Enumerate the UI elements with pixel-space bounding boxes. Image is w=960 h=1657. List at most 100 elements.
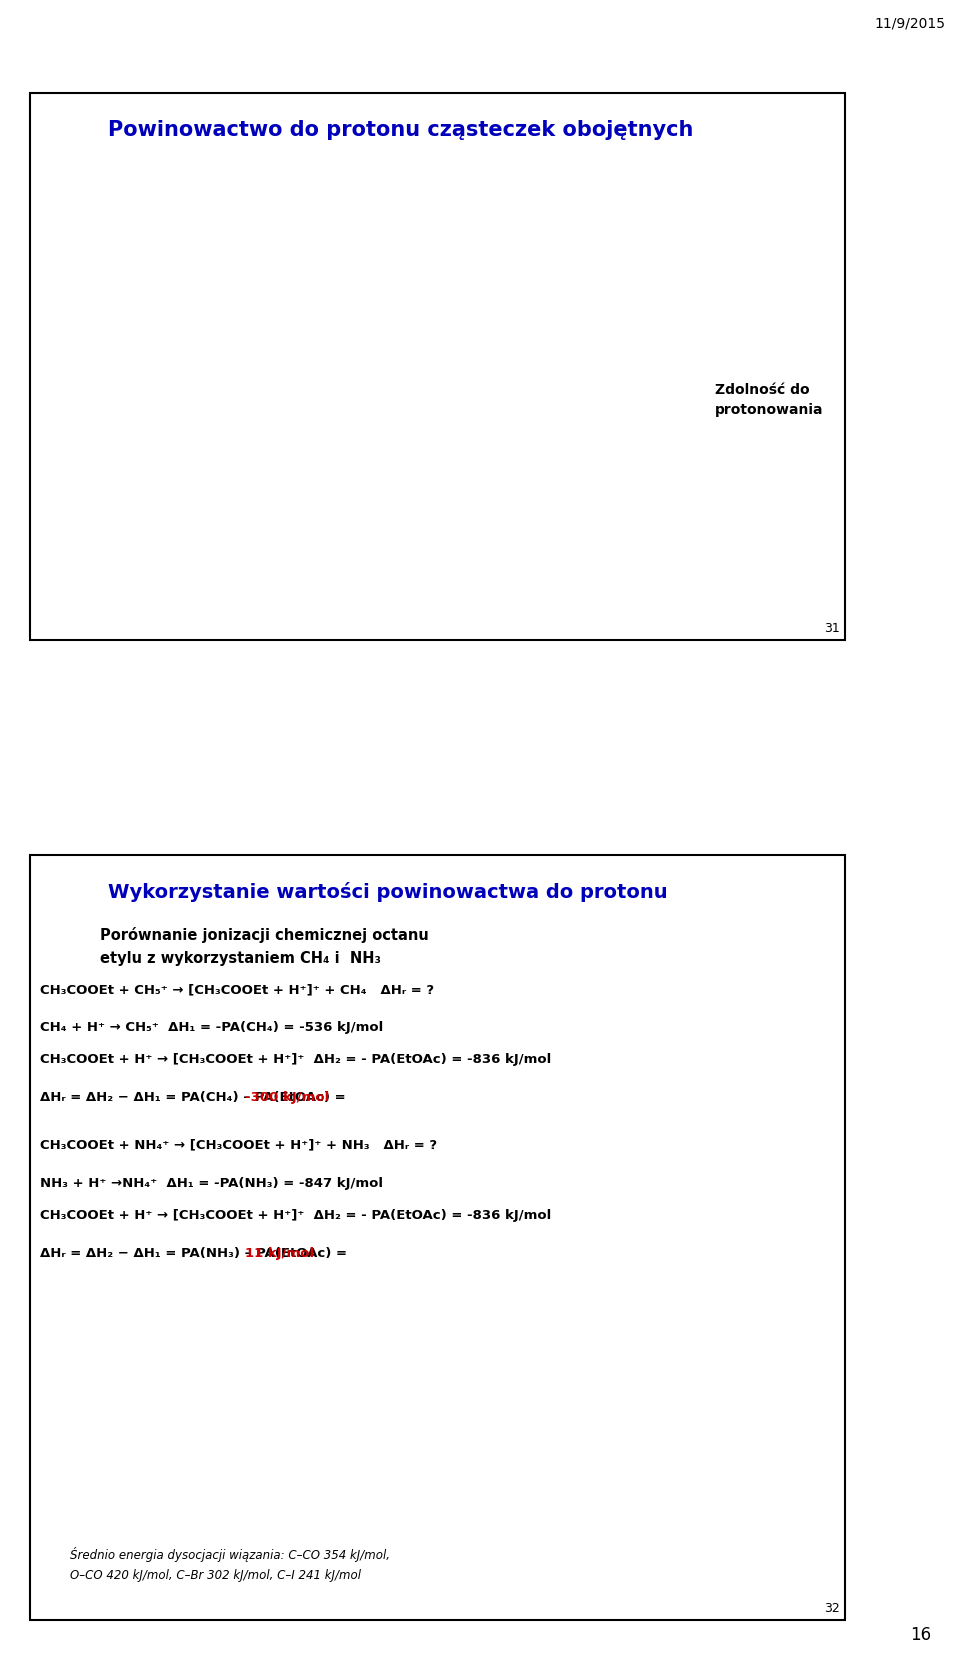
Text: etylu z wykorzystaniem CH₄ i  NH₃: etylu z wykorzystaniem CH₄ i NH₃ xyxy=(100,951,381,966)
Text: 536: 536 xyxy=(556,313,585,326)
Bar xyxy=(620,1223,840,1249)
Text: 847: 847 xyxy=(789,1231,811,1241)
Text: 423: 423 xyxy=(556,277,585,290)
Ellipse shape xyxy=(59,877,75,885)
Text: C₂H₆: C₂H₆ xyxy=(625,1104,650,1114)
Text: CH₅⁺: CH₅⁺ xyxy=(268,313,303,326)
Text: CH₃OH: CH₃OH xyxy=(38,423,89,437)
Bar xyxy=(620,1044,840,1070)
Text: 782: 782 xyxy=(556,459,585,474)
Text: NH₃: NH₃ xyxy=(38,534,67,547)
Text: 31: 31 xyxy=(825,621,840,635)
Text: 884: 884 xyxy=(556,570,585,583)
Text: 16: 16 xyxy=(910,1626,931,1644)
Text: +: + xyxy=(142,179,153,192)
Wedge shape xyxy=(60,885,74,895)
Circle shape xyxy=(39,101,94,156)
Text: H₂: H₂ xyxy=(625,1052,638,1062)
Text: CH₃COOEt + H⁺ → [CH₃COOEt + H⁺]⁺  ΔH₂ = - PA(EtOAc) = -836 kJ/mol: CH₃COOEt + H⁺ → [CH₃COOEt + H⁺]⁺ ΔH₂ = -… xyxy=(40,1054,551,1067)
Text: ΔHᵣ = ΔH₂ − ΔH₁ = PA(CH₄) – PA(EtOAc) =: ΔHᵣ = ΔH₂ − ΔH₁ = PA(CH₄) – PA(EtOAc) = xyxy=(40,1092,350,1105)
Bar xyxy=(30,449,670,486)
Text: NH₂(CH₂)₂NH₃⁺: NH₂(CH₂)₂NH₃⁺ xyxy=(268,606,380,621)
Text: PA(B) [kJ/mol]: PA(B) [kJ/mol] xyxy=(517,240,622,254)
Text: CH₄: CH₄ xyxy=(625,1077,646,1087)
Text: 782: 782 xyxy=(789,1180,811,1190)
Bar xyxy=(30,411,670,449)
Ellipse shape xyxy=(53,128,63,141)
Text: ΔHᵣ = ΔH₂ − ΔH₁ = PA(NH₃) – PA(EtOAc) =: ΔHᵣ = ΔH₂ − ΔH₁ = PA(NH₃) – PA(EtOAc) = xyxy=(40,1246,351,1259)
Text: B + H: B + H xyxy=(65,186,121,204)
Text: 936: 936 xyxy=(789,1283,811,1292)
Text: CH₃COOEt + CH₅⁺ → [CH₃COOEt + H⁺]⁺ + CH₄   ΔHᵣ = ?: CH₃COOEt + CH₅⁺ → [CH₃COOEt + H⁺]⁺ + CH₄… xyxy=(40,984,434,996)
Text: 884: 884 xyxy=(789,1256,811,1266)
Bar xyxy=(620,1070,840,1095)
Text: 32: 32 xyxy=(825,1602,840,1616)
Text: 585: 585 xyxy=(789,1104,811,1114)
Text: NH₂(CH₂)₂NH₂: NH₂(CH₂)₂NH₂ xyxy=(625,1283,704,1292)
Text: CH₃NH₃⁺: CH₃NH₃⁺ xyxy=(268,570,332,583)
Text: (CH₃)₂C=CH₂: (CH₃)₂C=CH₂ xyxy=(38,497,134,510)
Text: -300 kJ/mol: -300 kJ/mol xyxy=(246,1092,329,1105)
Text: 423: 423 xyxy=(789,1052,811,1062)
Text: Zasada
sprzężona (B): Zasada sprzężona (B) xyxy=(650,1021,731,1042)
Text: PA(B)
[kJ/mol]: PA(B) [kJ/mol] xyxy=(777,1021,823,1044)
Bar xyxy=(620,1122,840,1147)
Text: Zdolność do
protonowania: Zdolność do protonowania xyxy=(715,383,824,418)
Text: CH₃COOEt + NH₄⁺ → [CH₃COOEt + H⁺]⁺ + NH₃   ΔHᵣ = ?: CH₃COOEt + NH₄⁺ → [CH₃COOEt + H⁺]⁺ + NH₃… xyxy=(40,1138,437,1152)
Text: Kation (BH⁺): Kation (BH⁺) xyxy=(268,240,362,254)
Text: NH₄⁺: NH₄⁺ xyxy=(268,534,304,547)
Text: H₂: H₂ xyxy=(38,277,56,290)
Text: 712: 712 xyxy=(789,1128,811,1138)
Text: NH₃: NH₃ xyxy=(625,1231,647,1241)
Text: CH₃OH₂⁺: CH₃OH₂⁺ xyxy=(268,423,332,437)
Bar xyxy=(30,486,670,522)
Text: CH₃CN: CH₃CN xyxy=(38,459,87,474)
Bar xyxy=(30,338,670,374)
Text: Powinowactwo do protonu cząsteczek obojętnych: Powinowactwo do protonu cząsteczek oboję… xyxy=(108,119,693,139)
Text: CH₃NH₂: CH₃NH₂ xyxy=(625,1256,668,1266)
Bar xyxy=(620,1198,840,1223)
Ellipse shape xyxy=(59,114,75,123)
Text: 536: 536 xyxy=(789,1077,811,1087)
Bar xyxy=(620,1249,840,1274)
Bar xyxy=(30,374,670,411)
Text: C₂H₆: C₂H₆ xyxy=(38,350,72,363)
Ellipse shape xyxy=(70,128,81,141)
Text: +: + xyxy=(218,179,228,192)
Text: 11 kJ/mol: 11 kJ/mol xyxy=(246,1246,315,1259)
Text: (CH₃)₃C⁺: (CH₃)₃C⁺ xyxy=(268,497,332,510)
Text: 847: 847 xyxy=(556,534,585,547)
Text: NH₂(CH₂)₂NH₂: NH₂(CH₂)₂NH₂ xyxy=(38,606,143,621)
Ellipse shape xyxy=(70,888,81,903)
Text: 762: 762 xyxy=(789,1155,811,1165)
Text: 585: 585 xyxy=(556,350,585,363)
Bar xyxy=(620,1274,840,1301)
Text: Porównanie jonizacji chemicznej octanu: Porównanie jonizacji chemicznej octanu xyxy=(100,926,429,943)
Text: CH₃CNH⁺: CH₃CNH⁺ xyxy=(268,459,337,474)
Bar xyxy=(620,1095,840,1122)
Bar xyxy=(30,558,670,595)
Text: CH₃CN: CH₃CN xyxy=(625,1180,662,1190)
Text: C₂H₇⁺: C₂H₇⁺ xyxy=(268,350,309,363)
Bar xyxy=(30,302,670,338)
Text: Wykorzystanie wartości powinowactwa do protonu: Wykorzystanie wartości powinowactwa do p… xyxy=(108,882,667,901)
Text: Średnio energia dysocjacji wiązania: C–CO 354 kJ/mol,: Średnio energia dysocjacji wiązania: C–C… xyxy=(70,1548,390,1563)
Wedge shape xyxy=(60,123,74,133)
Text: 712: 712 xyxy=(556,386,585,401)
Text: (CH₃)₂C=CH₂: (CH₃)₂C=CH₂ xyxy=(625,1206,697,1216)
Text: 762: 762 xyxy=(556,423,585,437)
Text: H₂O: H₂O xyxy=(625,1128,647,1138)
Bar xyxy=(620,1021,840,1044)
Text: CH₄ + H⁺ → CH₅⁺  ΔH₁ = -PA(CH₄) = -536 kJ/mol: CH₄ + H⁺ → CH₅⁺ ΔH₁ = -PA(CH₄) = -536 kJ… xyxy=(40,1021,383,1034)
Bar xyxy=(620,1147,840,1171)
Text: H₂O: H₂O xyxy=(38,386,67,401)
Text: H₃O⁺: H₃O⁺ xyxy=(268,386,304,401)
Bar xyxy=(30,522,670,558)
Text: → BH: → BH xyxy=(150,186,206,204)
Circle shape xyxy=(39,863,94,918)
Bar xyxy=(620,1171,840,1198)
Text: H₃⁺: H₃⁺ xyxy=(268,277,293,290)
Text: CH₃COOEt + H⁺ → [CH₃COOEt + H⁺]⁺  ΔH₂ = - PA(EtOAc) = -836 kJ/mol: CH₃COOEt + H⁺ → [CH₃COOEt + H⁺]⁺ ΔH₂ = -… xyxy=(40,1208,551,1221)
Text: 810: 810 xyxy=(556,497,585,510)
Bar xyxy=(30,265,670,302)
